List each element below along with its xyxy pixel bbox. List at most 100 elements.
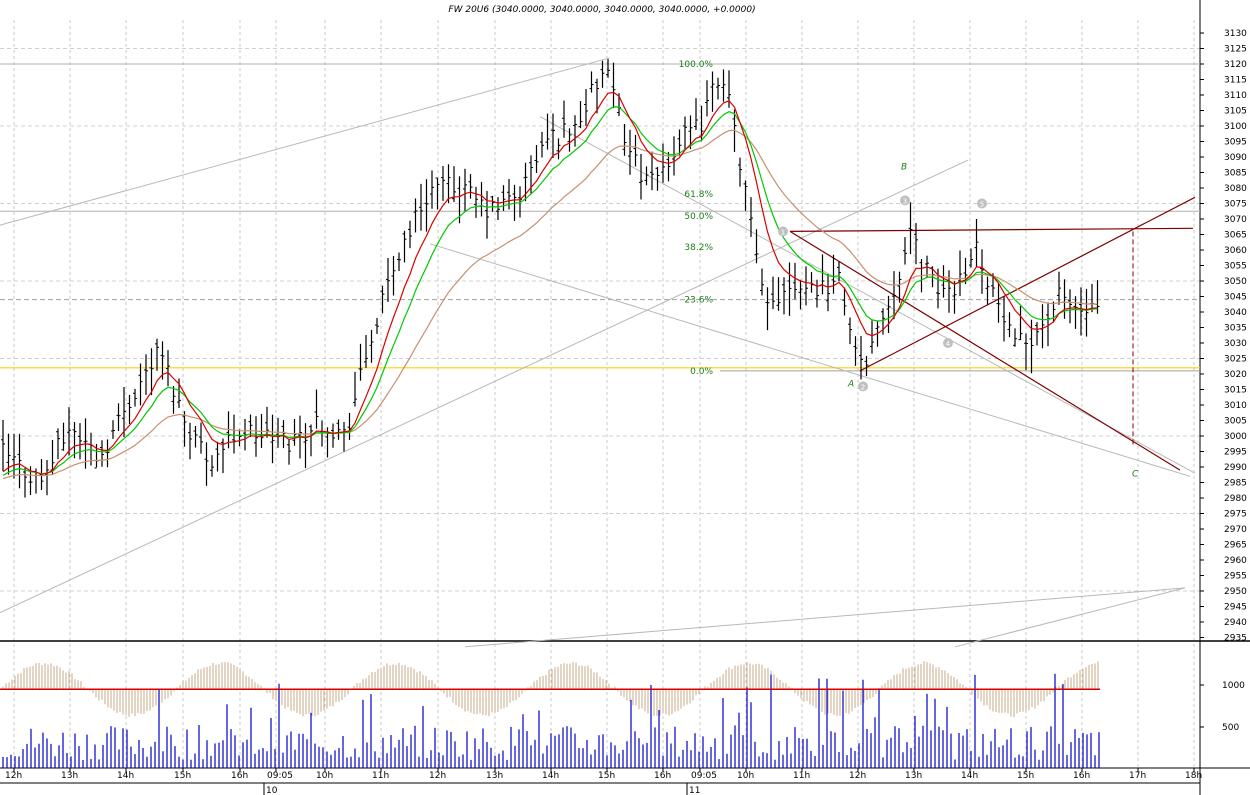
ohlc-bar (441, 166, 445, 201)
ohlc-bar (1007, 312, 1012, 338)
ohlc-bar (1002, 296, 1006, 342)
ohlc-bar (413, 198, 418, 233)
wave-letter-label: A (847, 379, 854, 389)
ohlc-bar (210, 455, 214, 477)
ohlc-bar (105, 439, 110, 468)
ohlc-bar (584, 88, 588, 126)
y-axis: 3130 3125 3120 3115 3110 3105 3100 3095 3090 3085… (1200, 29, 1247, 733)
ohlc-bar (182, 411, 187, 447)
ohlc-bar (204, 442, 209, 486)
ohlc-bar (78, 423, 82, 460)
ohlc-bar (562, 100, 566, 138)
y-tick-label: 2940 (1224, 618, 1247, 628)
ohlc-bar (314, 389, 319, 429)
ohlc-bar (842, 287, 847, 316)
y-tick-label: 3110 (1224, 91, 1247, 101)
ohlc-bar (738, 157, 742, 187)
x-tick-label: 09:05 (267, 771, 293, 781)
ohlc-bar (122, 386, 126, 438)
ohlc-bar (595, 78, 599, 114)
x-tick-label: 10h (316, 771, 333, 781)
lower-y-tick-label: 1000 (1222, 681, 1245, 691)
ohlc-bar (765, 287, 770, 331)
ohlc-bar (424, 179, 429, 232)
ohlc-bar (705, 80, 709, 117)
ohlc-bar (397, 252, 401, 271)
ohlc-bar (870, 320, 874, 354)
ohlc-bar (589, 71, 594, 93)
price-bars (1, 58, 1100, 498)
y-tick-label: 2950 (1224, 587, 1247, 597)
ohlc-bar (265, 406, 269, 438)
x-tick-label: 17h (1129, 771, 1146, 781)
ohlc-bar (710, 71, 715, 112)
ohlc-bar (485, 191, 489, 239)
ohlc-bar (391, 256, 396, 296)
ohlc-bar (886, 295, 891, 333)
ohlc-bar (897, 271, 902, 303)
moving-average-slow (2, 129, 1098, 480)
ohlc-bar (545, 113, 550, 150)
y-tick-label: 3105 (1224, 107, 1247, 117)
ohlc-bar (375, 317, 379, 334)
ohlc-bar (100, 440, 104, 467)
x-tick-label: 12h (849, 771, 866, 781)
ohlc-bar (749, 197, 753, 237)
ohlc-bar (138, 363, 143, 406)
x-tick-label: 16h (1073, 771, 1090, 781)
y-tick-label: 2970 (1224, 525, 1247, 535)
y-tick-label: 3000 (1224, 432, 1247, 442)
ohlc-bar (540, 131, 544, 158)
x-tick-label: 15h (1017, 771, 1034, 781)
x-tick-label: 11h (372, 771, 389, 781)
ohlc-bar (771, 276, 775, 310)
wave-number-marker: 2 (858, 381, 868, 392)
ohlc-bar (683, 116, 687, 150)
y-tick-label: 3035 (1224, 324, 1247, 334)
y-tick-label: 2960 (1224, 556, 1247, 566)
ohlc-bar (661, 143, 665, 183)
y-tick-label: 2975 (1224, 510, 1247, 520)
ohlc-bar (1073, 296, 1078, 329)
fib-level-label: 0.0% (690, 367, 713, 377)
ohlc-bar (171, 385, 176, 414)
svg-text:3: 3 (903, 197, 907, 205)
ohlc-bar (380, 285, 385, 314)
fib-level-label: 61.8% (684, 190, 713, 200)
y-tick-label: 3025 (1224, 355, 1247, 365)
ohlc-bar (1057, 271, 1061, 305)
ohlc-bar (215, 441, 220, 472)
y-tick-label: 2995 (1224, 448, 1247, 458)
ohlc-bar (694, 98, 698, 131)
x-day-label: 11 (689, 786, 700, 795)
y-tick-label: 3040 (1224, 308, 1247, 318)
ohlc-bar (611, 62, 616, 109)
ohlc-bar (600, 60, 605, 88)
y-tick-label: 3080 (1224, 184, 1247, 194)
ohlc-bar (127, 394, 132, 425)
y-tick-label: 3060 (1224, 246, 1247, 256)
x-tick-label: 16h (654, 771, 671, 781)
fib-level-label: 50.0% (684, 212, 713, 222)
ohlc-bar (12, 433, 16, 479)
ohlc-bar (474, 186, 478, 218)
ohlc-bar (270, 414, 275, 464)
wave-letter-label: C (1132, 469, 1139, 479)
y-tick-label: 3085 (1224, 169, 1247, 179)
y-tick-label: 2965 (1224, 541, 1247, 551)
ohlc-bar (72, 422, 77, 459)
y-tick-label: 3070 (1224, 215, 1247, 225)
moving-average-fast (2, 91, 1098, 476)
ohlc-bar (908, 202, 913, 255)
ohlc-bar (166, 350, 170, 387)
x-tick-label: 18h (1185, 771, 1202, 781)
ohlc-bar (606, 58, 610, 78)
x-tick-label: 13h (905, 771, 922, 781)
y-tick-label: 3015 (1224, 386, 1247, 396)
ohlc-bar (798, 279, 803, 310)
channel-line (539, 116, 1196, 474)
ohlc-bar (578, 101, 583, 129)
ohlc-bar (804, 266, 808, 306)
ohlc-bar (309, 424, 313, 457)
